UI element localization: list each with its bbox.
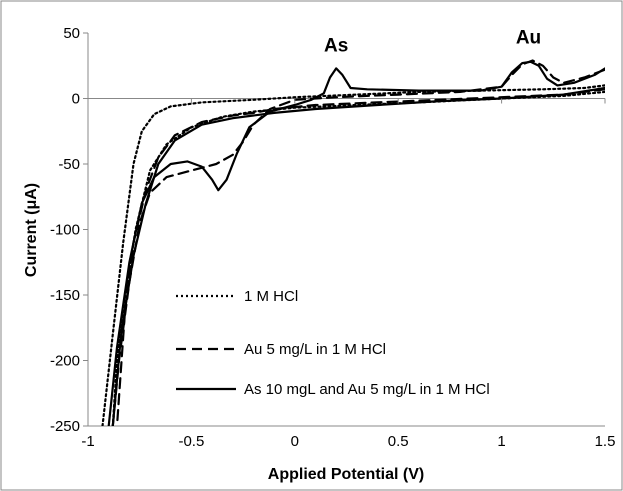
- x-axis-title: Applied Potential (V): [268, 466, 424, 483]
- y-tick-label: 50: [63, 25, 80, 42]
- x-tick-label: 1: [497, 433, 505, 450]
- legend-label: As 10 mgL and Au 5 mg/L in 1 M HCl: [244, 381, 490, 398]
- y-tick-label: -200: [50, 353, 80, 370]
- peak-label: As: [324, 35, 348, 56]
- series-line-3: [107, 60, 605, 426]
- series-line-1: [101, 84, 605, 426]
- series-line-2: [115, 88, 605, 426]
- x-tick-label: 0: [291, 433, 299, 450]
- y-tick-label: -250: [50, 418, 80, 435]
- legend-label: 1 M HCl: [244, 288, 298, 305]
- y-tick-label: -50: [58, 156, 80, 173]
- x-tick-label: -0.5: [178, 433, 204, 450]
- legend-label: Au 5 mg/L in 1 M HCl: [244, 341, 386, 358]
- y-axis-title: Current (μA): [23, 183, 40, 277]
- y-tick-label: -100: [50, 222, 80, 239]
- series-line-3: [111, 86, 605, 426]
- peak-label: Au: [516, 27, 541, 48]
- y-tick-label: 0: [72, 91, 80, 108]
- x-tick-label: 0.5: [388, 433, 409, 450]
- x-tick-label: 1.5: [595, 433, 616, 450]
- x-tick-label: -1: [81, 433, 94, 450]
- y-tick-label: -150: [50, 287, 80, 304]
